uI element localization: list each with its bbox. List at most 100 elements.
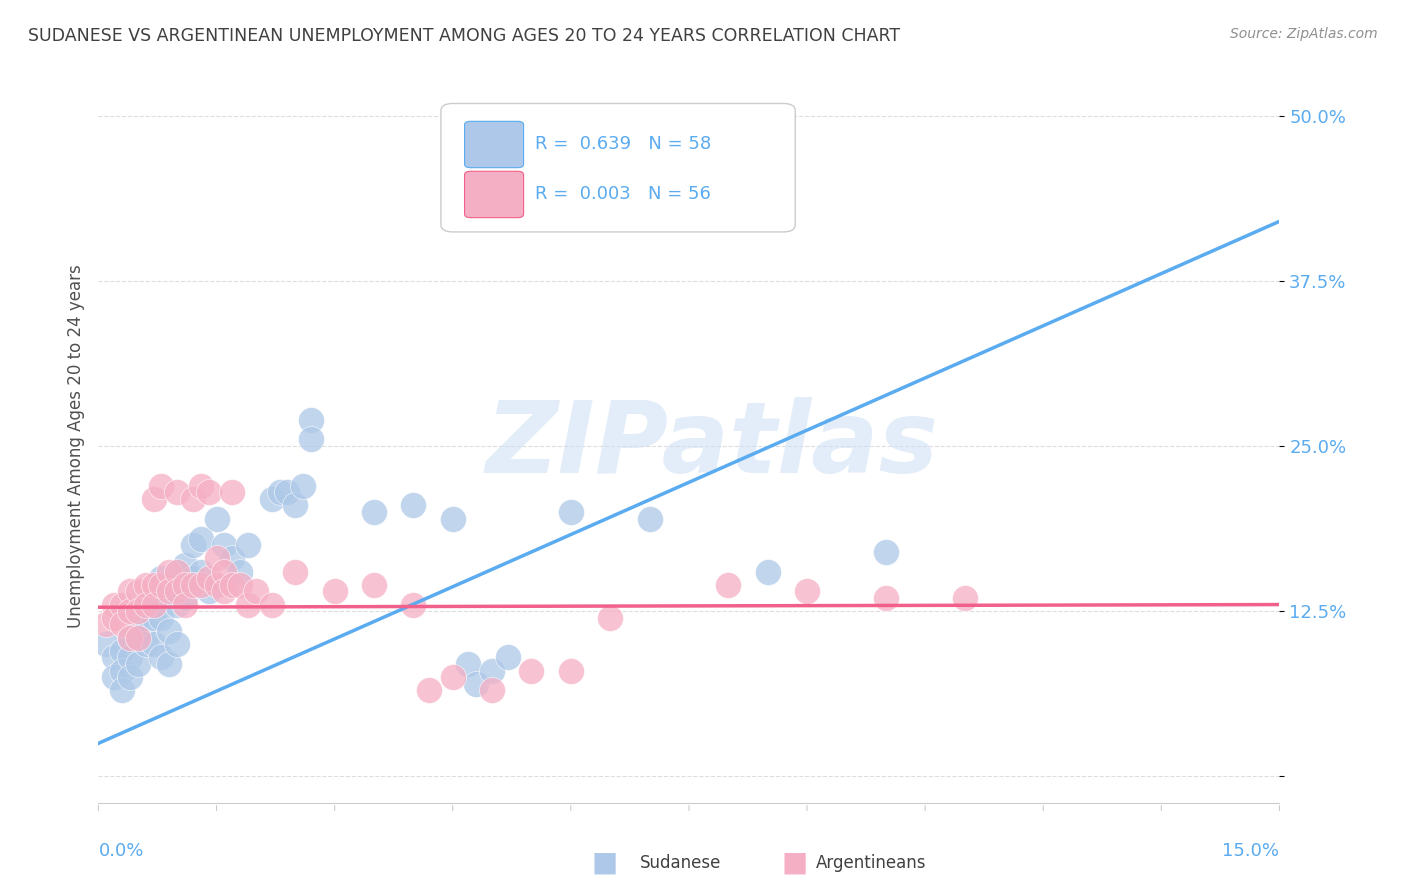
Point	[135, 637, 157, 651]
Point	[157, 565, 180, 579]
Point	[127, 604, 149, 618]
Point	[269, 485, 291, 500]
Point	[441, 511, 464, 525]
Point	[111, 617, 134, 632]
Y-axis label: Unemployment Among Ages 20 to 24 years: Unemployment Among Ages 20 to 24 years	[66, 264, 84, 628]
Point	[214, 565, 236, 579]
Point	[205, 551, 228, 566]
Point	[142, 611, 165, 625]
Point	[197, 571, 219, 585]
Point	[221, 485, 243, 500]
Point	[284, 565, 307, 579]
Point	[96, 617, 118, 632]
Point	[299, 433, 322, 447]
Point	[118, 631, 141, 645]
Point	[292, 478, 315, 492]
Point	[157, 584, 180, 599]
Point	[150, 650, 173, 665]
Point	[363, 578, 385, 592]
Point	[166, 565, 188, 579]
Point	[245, 584, 267, 599]
Text: R =  0.639   N = 58: R = 0.639 N = 58	[536, 136, 711, 153]
Point	[135, 578, 157, 592]
Point	[796, 584, 818, 599]
FancyBboxPatch shape	[464, 171, 523, 218]
Point	[174, 598, 197, 612]
Point	[96, 637, 118, 651]
Text: SUDANESE VS ARGENTINEAN UNEMPLOYMENT AMONG AGES 20 TO 24 YEARS CORRELATION CHART: SUDANESE VS ARGENTINEAN UNEMPLOYMENT AMO…	[28, 27, 900, 45]
Point	[142, 491, 165, 506]
Point	[135, 598, 157, 612]
Point	[157, 584, 180, 599]
Text: 0.0%: 0.0%	[98, 842, 143, 861]
Point	[599, 611, 621, 625]
Point	[229, 578, 252, 592]
Point	[150, 478, 173, 492]
Point	[717, 578, 740, 592]
Text: Sudanese: Sudanese	[640, 854, 721, 871]
Point	[166, 565, 188, 579]
Point	[142, 578, 165, 592]
Point	[166, 485, 188, 500]
Point	[127, 631, 149, 645]
Point	[441, 670, 464, 684]
Point	[111, 598, 134, 612]
Point	[166, 584, 188, 599]
Point	[103, 598, 125, 612]
Text: ■: ■	[592, 848, 617, 877]
Text: Source: ZipAtlas.com: Source: ZipAtlas.com	[1230, 27, 1378, 41]
Point	[363, 505, 385, 519]
Point	[118, 631, 141, 645]
Point	[135, 617, 157, 632]
Point	[197, 485, 219, 500]
Point	[299, 412, 322, 426]
Point	[190, 532, 212, 546]
Point	[465, 677, 488, 691]
Point	[496, 650, 519, 665]
Point	[260, 491, 283, 506]
Point	[402, 598, 425, 612]
Point	[150, 578, 173, 592]
Point	[142, 637, 165, 651]
Point	[875, 545, 897, 559]
Point	[111, 644, 134, 658]
Point	[150, 571, 173, 585]
Point	[150, 611, 173, 625]
Point	[174, 578, 197, 592]
Point	[276, 485, 298, 500]
Point	[205, 578, 228, 592]
Point	[142, 598, 165, 612]
FancyBboxPatch shape	[441, 103, 796, 232]
Text: R =  0.003   N = 56: R = 0.003 N = 56	[536, 186, 711, 203]
Point	[103, 611, 125, 625]
Point	[953, 591, 976, 605]
Point	[166, 598, 188, 612]
Point	[190, 478, 212, 492]
Point	[157, 624, 180, 638]
Text: ZIPatlas: ZIPatlas	[486, 398, 939, 494]
Point	[654, 142, 676, 156]
Point	[214, 584, 236, 599]
Text: 15.0%: 15.0%	[1222, 842, 1279, 861]
Point	[118, 584, 141, 599]
Point	[221, 551, 243, 566]
Point	[205, 511, 228, 525]
Point	[135, 598, 157, 612]
Point	[111, 683, 134, 698]
Point	[229, 565, 252, 579]
Point	[118, 670, 141, 684]
Point	[181, 491, 204, 506]
Point	[418, 683, 440, 698]
Point	[221, 578, 243, 592]
Point	[127, 584, 149, 599]
Point	[560, 505, 582, 519]
Point	[481, 683, 503, 698]
Point	[118, 650, 141, 665]
Point	[190, 565, 212, 579]
Point	[181, 571, 204, 585]
Point	[481, 664, 503, 678]
Point	[174, 591, 197, 605]
Point	[157, 657, 180, 671]
Point	[756, 565, 779, 579]
Point	[127, 631, 149, 645]
